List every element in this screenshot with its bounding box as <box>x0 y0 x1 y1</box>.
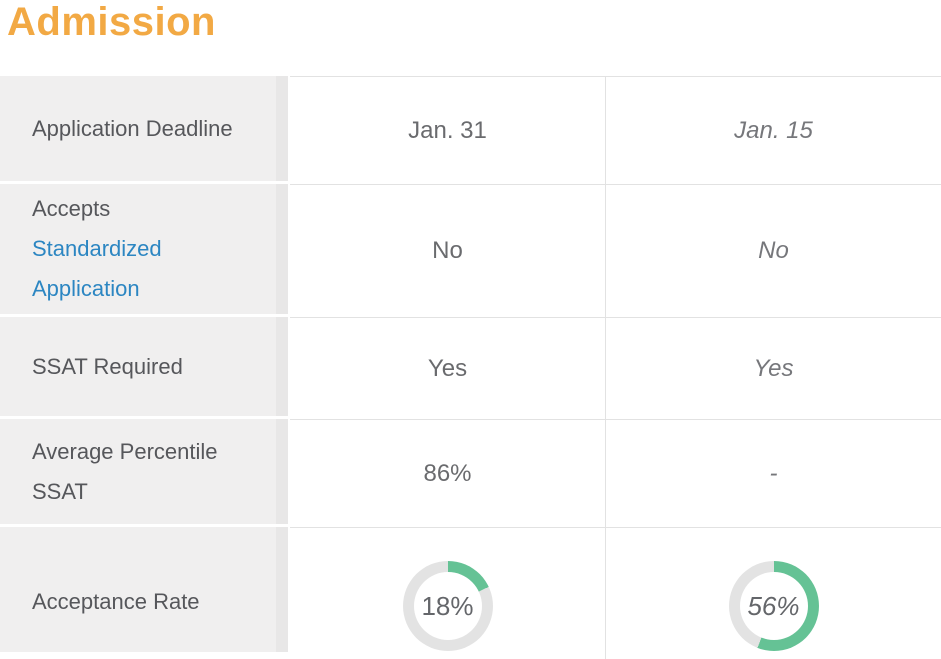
label-column-strip <box>276 317 288 416</box>
acceptance-rate-donut-school1: 18% <box>402 561 493 651</box>
value-text: 86% <box>423 459 472 487</box>
value-cell-school1: Jan. 31 <box>290 76 605 184</box>
value-text: Yes <box>427 354 468 382</box>
value-text: Yes <box>753 354 794 382</box>
row-label-cell: SSAT Required <box>0 317 288 419</box>
value-text: No <box>432 237 463 264</box>
label-column-strip <box>276 527 288 652</box>
donut-percent-label: 18% <box>421 590 474 621</box>
value-text: Jan. 31 <box>408 116 487 144</box>
value-cell-school1: Yes <box>290 317 605 419</box>
table-row-average-percentile-ssat: Average Percentile SSAT 86% - <box>0 419 941 527</box>
acceptance-rate-donut-school2: 56% <box>728 561 819 651</box>
row-label: Average Percentile SSAT <box>32 438 218 504</box>
value-cell-school1: 18% <box>290 527 605 659</box>
value-cell-school2: No <box>605 184 941 317</box>
value-cell-school1: No <box>290 184 605 317</box>
value-cell-school2: Yes <box>605 317 941 419</box>
table-row-application-deadline: Application Deadline Jan. 31 Jan. 15 <box>0 76 941 184</box>
row-label-cell: Application Deadline <box>0 76 288 184</box>
value-cell-school2: - <box>605 419 941 527</box>
column-gap <box>288 527 290 659</box>
row-label-cell: Acceptance Rate <box>0 527 288 659</box>
value-text: No <box>758 237 789 264</box>
value-text: - <box>769 459 778 487</box>
row-label: Accepts <box>32 196 111 221</box>
value-cell-school2: 56% <box>605 527 941 659</box>
table-row-acceptance-rate: Acceptance Rate 18% 56% <box>0 527 941 659</box>
label-column-strip <box>276 419 288 524</box>
table-row-accepts-standardized-application: Accepts Standardized Application No No <box>0 184 941 317</box>
row-label: Application Deadline <box>32 115 233 141</box>
value-text: Jan. 15 <box>734 116 813 144</box>
table-row-ssat-required: SSAT Required Yes Yes <box>0 317 941 419</box>
column-gap <box>288 76 290 184</box>
column-gap <box>288 184 290 317</box>
admission-comparison-table: Application Deadline Jan. 31 Jan. 15 Acc… <box>0 76 941 659</box>
row-label: Acceptance Rate <box>32 588 200 614</box>
column-gap <box>288 419 290 527</box>
standardized-application-link[interactable]: Standardized Application <box>32 236 162 301</box>
value-cell-school1: 86% <box>290 419 605 527</box>
row-label-cell: Average Percentile SSAT <box>0 419 288 527</box>
label-column-strip <box>276 76 288 181</box>
column-gap <box>288 317 290 419</box>
donut-percent-label: 56% <box>747 590 800 621</box>
row-label-cell: Accepts Standardized Application <box>0 184 288 317</box>
row-label: SSAT Required <box>32 353 183 379</box>
value-cell-school2: Jan. 15 <box>605 76 941 184</box>
page-title: Admission <box>7 0 216 44</box>
label-column-strip <box>276 184 288 314</box>
